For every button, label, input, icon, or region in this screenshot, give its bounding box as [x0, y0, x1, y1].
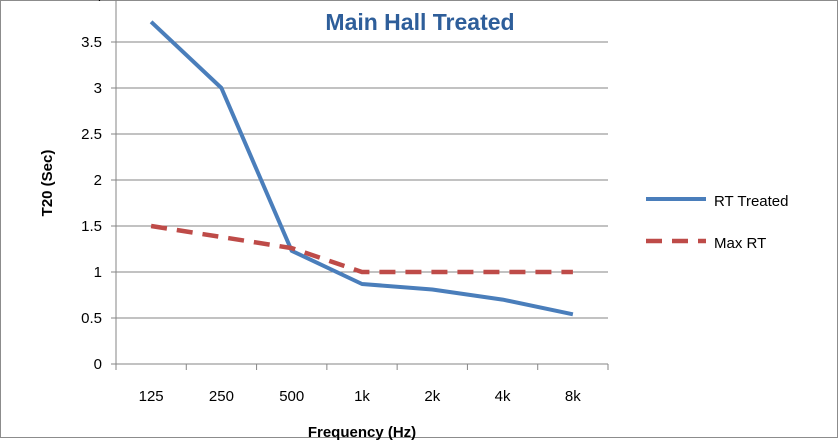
axes — [115, 0, 608, 365]
y-tick-label: 1.5 — [81, 218, 102, 235]
y-tick-labels: 0 0.5 1 1.5 2 2.5 3 3.5 4 — [81, 0, 116, 373]
chart-title: Main Hall Treated — [325, 9, 514, 35]
y-tick-label: 3 — [94, 80, 102, 97]
series-lines — [149, 20, 574, 317]
series-line-max-rt — [150, 223, 573, 275]
x-tick-label: 4k — [495, 388, 511, 405]
y-tick-label: 4 — [94, 0, 102, 5]
y-tick-label: 1 — [94, 264, 102, 281]
x-tick-label: 500 — [279, 388, 304, 405]
x-tick-label: 250 — [209, 388, 234, 405]
x-tick-labels: 125 250 500 1k 2k 4k 8k — [115, 364, 609, 405]
y-tick-label: 2 — [94, 172, 102, 189]
series-line-rt-treated — [149, 20, 574, 317]
legend: RT Treated Max RT — [646, 193, 789, 252]
gridlines — [116, 41, 608, 319]
x-tick-label: 125 — [139, 388, 164, 405]
y-tick-label: 2.5 — [81, 126, 102, 143]
x-tick-label: 2k — [424, 388, 440, 405]
y-tick-label: 0.5 — [81, 310, 102, 327]
y-tick-label: 0 — [94, 356, 102, 373]
y-tick-label: 3.5 — [81, 34, 102, 51]
legend-label-rt-treated: RT Treated — [714, 193, 789, 210]
x-tick-label: 8k — [565, 388, 581, 405]
x-tick-label: 1k — [354, 388, 370, 405]
x-axis-title: Frequency (Hz) — [308, 424, 416, 440]
y-axis-title: T20 (Sec) — [39, 150, 56, 217]
legend-label-max-rt: Max RT — [714, 235, 766, 252]
